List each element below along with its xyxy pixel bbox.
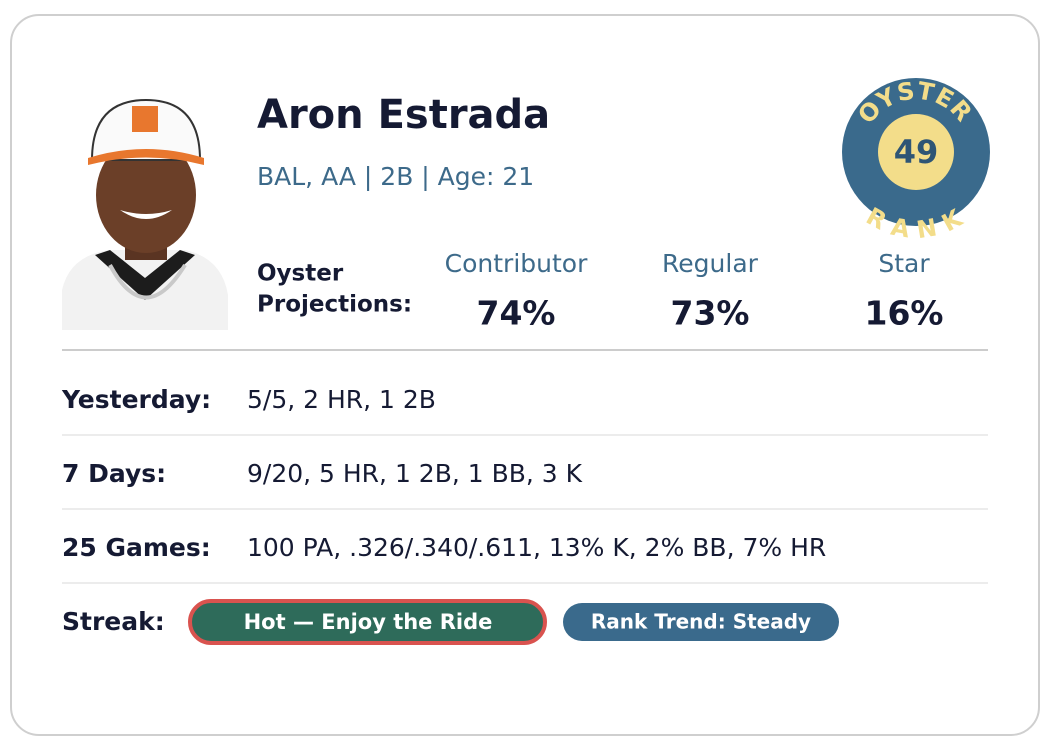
chain	[108, 263, 187, 300]
rank-trend: Rank Trend: Steady	[591, 610, 811, 634]
player-details: BAL, AA | 2B | Age: 21	[257, 162, 534, 191]
streak-label: Streak:	[62, 607, 165, 636]
stat-label: 7 Days:	[62, 459, 166, 488]
stat-value: 100 PA, .326/.340/.611, 13% K, 2% BB, 7%…	[247, 533, 826, 562]
projections-label: Oyster	[257, 261, 344, 287]
smile	[120, 210, 172, 219]
player-name: Aron Estrada	[257, 92, 550, 138]
stat-value: 5/5, 2 HR, 1 2B	[247, 385, 436, 414]
rank-trend-pill	[563, 603, 839, 641]
projection-value: 74%	[477, 294, 556, 333]
projection-name: Star	[878, 249, 930, 278]
projections-label: Projections:	[257, 292, 412, 318]
streak-status: Hot — Enjoy the Ride	[244, 610, 493, 634]
stat-label: Yesterday:	[61, 385, 211, 414]
cap-logo	[132, 106, 158, 132]
cap-brim	[88, 149, 204, 165]
stat-value: 9/20, 5 HR, 1 2B, 1 BB, 3 K	[247, 459, 583, 488]
projection-value: 16%	[865, 294, 944, 333]
badge-rank: 49	[894, 133, 939, 171]
projection-name: Regular	[662, 249, 759, 278]
rank-badge: OYSTER RANK 49	[842, 76, 990, 244]
streak-status-pill	[188, 599, 547, 645]
badge-inner	[878, 114, 954, 190]
projection-value: 73%	[671, 294, 750, 333]
collar	[95, 250, 195, 300]
projection-name: Contributor	[445, 249, 588, 278]
face	[96, 137, 196, 253]
card	[10, 14, 1040, 736]
stat-label: 25 Games:	[62, 533, 211, 562]
player-photo	[62, 98, 228, 330]
